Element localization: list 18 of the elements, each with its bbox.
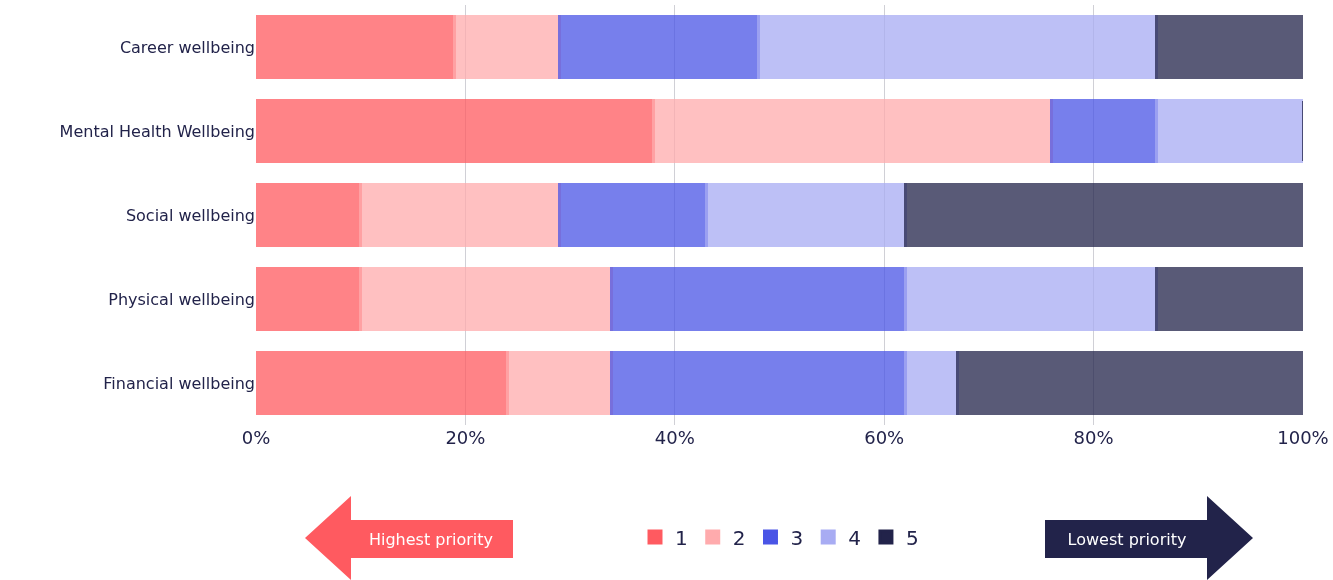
- x-tick-label: 80%: [1073, 427, 1114, 448]
- text: Lowest priority: [1067, 530, 1187, 549]
- x-tick-label: 40%: [654, 427, 695, 448]
- y-tick-label: Social wellbeing: [125, 205, 255, 225]
- y-tick-label: Physical wellbeing: [108, 289, 255, 309]
- legend-label: 4: [848, 525, 861, 550]
- y-tick-label: Mental Health Wellbeing: [59, 121, 255, 141]
- x-tick-label: 0%: [241, 427, 271, 448]
- y-tick-label: Career wellbeing: [119, 37, 255, 57]
- legend-label: 5: [905, 525, 919, 550]
- x-tick-label: 20%: [445, 427, 486, 448]
- x-tick-label: 60%: [864, 427, 905, 448]
- legend-label: 1: [675, 525, 688, 550]
- legend-label: 2: [732, 525, 746, 550]
- y-tick-label: Financial wellbeing: [103, 373, 255, 393]
- text: Highest priority: [368, 530, 494, 549]
- x-tick-label: 100%: [1277, 427, 1329, 448]
- legend-label: 3: [790, 525, 804, 550]
